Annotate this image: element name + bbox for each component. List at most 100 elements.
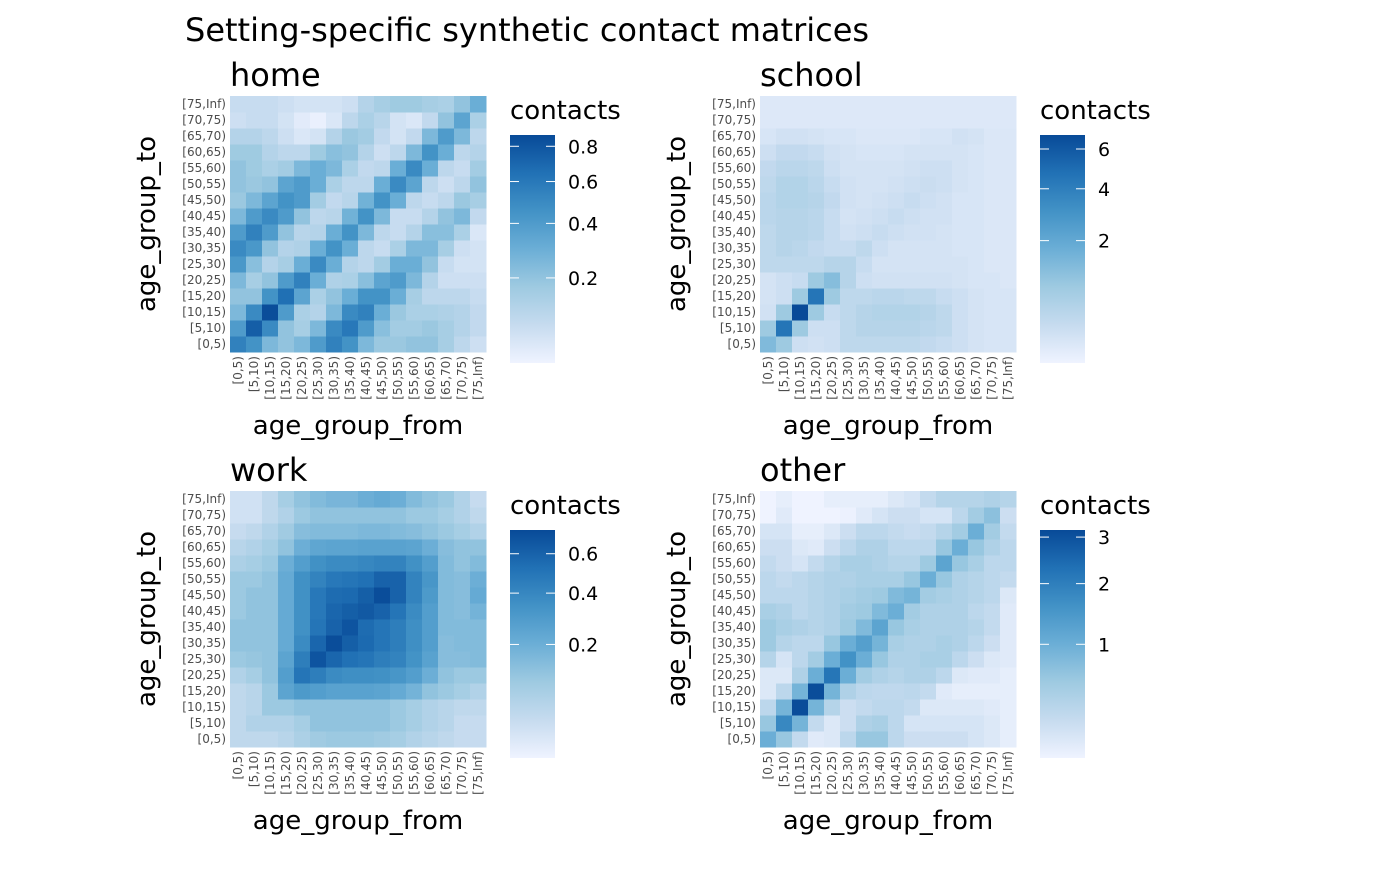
heatmap-cell	[358, 176, 375, 193]
y-tick-label: [35,40)	[182, 225, 226, 239]
x-tick-label: [0,5)	[231, 356, 245, 384]
y-tick-label: [40,45)	[712, 604, 756, 618]
heatmap-cell	[824, 635, 841, 652]
heatmap-cell	[792, 336, 809, 353]
heatmap-cell	[390, 715, 407, 732]
heatmap-cell	[984, 112, 1001, 129]
heatmap-cell	[888, 224, 905, 241]
heatmap-cell	[1000, 128, 1017, 145]
heatmap-cell	[936, 731, 953, 748]
heatmap-cell	[840, 144, 857, 161]
heatmap-cell	[760, 192, 777, 209]
x-tick-label: [55,60)	[937, 356, 951, 400]
heatmap-cell	[888, 715, 905, 732]
y-tick-label: [65,70)	[182, 524, 226, 538]
heatmap-cell	[984, 144, 1001, 161]
heatmap-cell	[278, 571, 295, 588]
heatmap-cell	[262, 272, 279, 289]
heatmap-cell	[952, 731, 969, 748]
heatmap-cell	[888, 731, 905, 748]
heatmap-cell	[984, 176, 1001, 193]
heatmap-cell	[310, 256, 327, 273]
heatmap-cell	[390, 192, 407, 209]
legend-title: contacts	[510, 491, 621, 521]
heatmap-cell	[310, 160, 327, 177]
heatmap-cell	[246, 715, 263, 732]
heatmap-cell	[374, 699, 391, 716]
heatmap-cell	[310, 304, 327, 321]
heatmap-cell	[760, 507, 777, 524]
heatmap-cell	[406, 635, 423, 652]
heatmap-cell	[326, 555, 343, 572]
heatmap-cell	[1000, 523, 1017, 540]
heatmap-cell	[792, 160, 809, 177]
panel-title: home	[230, 56, 321, 94]
heatmap-cell	[776, 699, 793, 716]
heatmap-cell	[454, 96, 471, 113]
heatmap-cell	[310, 272, 327, 289]
y-tick-label: [20,25)	[182, 668, 226, 682]
heatmap-cell	[438, 288, 455, 305]
heatmap-cell	[310, 731, 327, 748]
heatmap-cell	[406, 128, 423, 145]
heatmap-cell	[358, 160, 375, 177]
heatmap-cell	[920, 715, 937, 732]
heatmap-cell	[792, 192, 809, 209]
heatmap-cell	[792, 555, 809, 572]
heatmap-cell	[760, 603, 777, 620]
heatmap-cell	[406, 256, 423, 273]
heatmap-cell	[406, 491, 423, 508]
heatmap-cell	[920, 192, 937, 209]
heatmap-cell	[984, 320, 1001, 337]
heatmap-cell	[310, 96, 327, 113]
heatmap-cell	[808, 96, 825, 113]
heatmap-cell	[278, 731, 295, 748]
heatmap-cell	[920, 603, 937, 620]
heatmap-cell	[872, 272, 889, 289]
heatmap-cell	[904, 160, 921, 177]
heatmap-cell	[776, 507, 793, 524]
x-tick-label: [30,35)	[857, 356, 871, 400]
heatmap-cell	[872, 651, 889, 668]
heatmap-cell	[438, 507, 455, 524]
heatmap-cell	[904, 491, 921, 508]
heatmap-cell	[776, 619, 793, 636]
legend-tick-label: 2	[1098, 231, 1110, 253]
heatmap-cell	[840, 635, 857, 652]
heatmap-cell	[872, 144, 889, 161]
heatmap-cell	[920, 336, 937, 353]
heatmap-cell	[776, 128, 793, 145]
heatmap-cell	[326, 96, 343, 113]
heatmap-cell	[262, 96, 279, 113]
y-tick-label: [60,65)	[182, 540, 226, 554]
heatmap-cell	[326, 651, 343, 668]
heatmap-cell	[358, 240, 375, 257]
heatmap-cell	[422, 320, 439, 337]
x-tick-label: [0,5)	[761, 356, 775, 384]
heatmap-cell	[454, 635, 471, 652]
heatmap-cell	[294, 256, 311, 273]
x-tick-label: [50,55)	[921, 751, 935, 795]
y-tick-label: [55,60)	[182, 161, 226, 175]
heatmap-cell	[888, 112, 905, 129]
heatmap-cell	[1000, 715, 1017, 732]
heatmap-cell	[776, 731, 793, 748]
heatmap-cell	[1000, 336, 1017, 353]
heatmap-cell	[438, 144, 455, 161]
heatmap-cell	[792, 619, 809, 636]
y-tick-label: [0,5)	[728, 732, 756, 746]
heatmap-cell	[984, 731, 1001, 748]
heatmap-cell	[856, 555, 873, 572]
heatmap-cell	[454, 208, 471, 225]
heatmap-cell	[840, 128, 857, 145]
heatmap-cell	[952, 96, 969, 113]
heatmap-cell	[310, 635, 327, 652]
heatmap-cell	[824, 192, 841, 209]
heatmap-cell	[1000, 651, 1017, 668]
heatmap-cell	[278, 128, 295, 145]
y-tick-label: [10,15)	[712, 305, 756, 319]
heatmap-cell	[968, 288, 985, 305]
heatmap-cell	[952, 555, 969, 572]
x-tick-label: [20,25)	[295, 356, 309, 400]
heatmap-cell	[262, 635, 279, 652]
